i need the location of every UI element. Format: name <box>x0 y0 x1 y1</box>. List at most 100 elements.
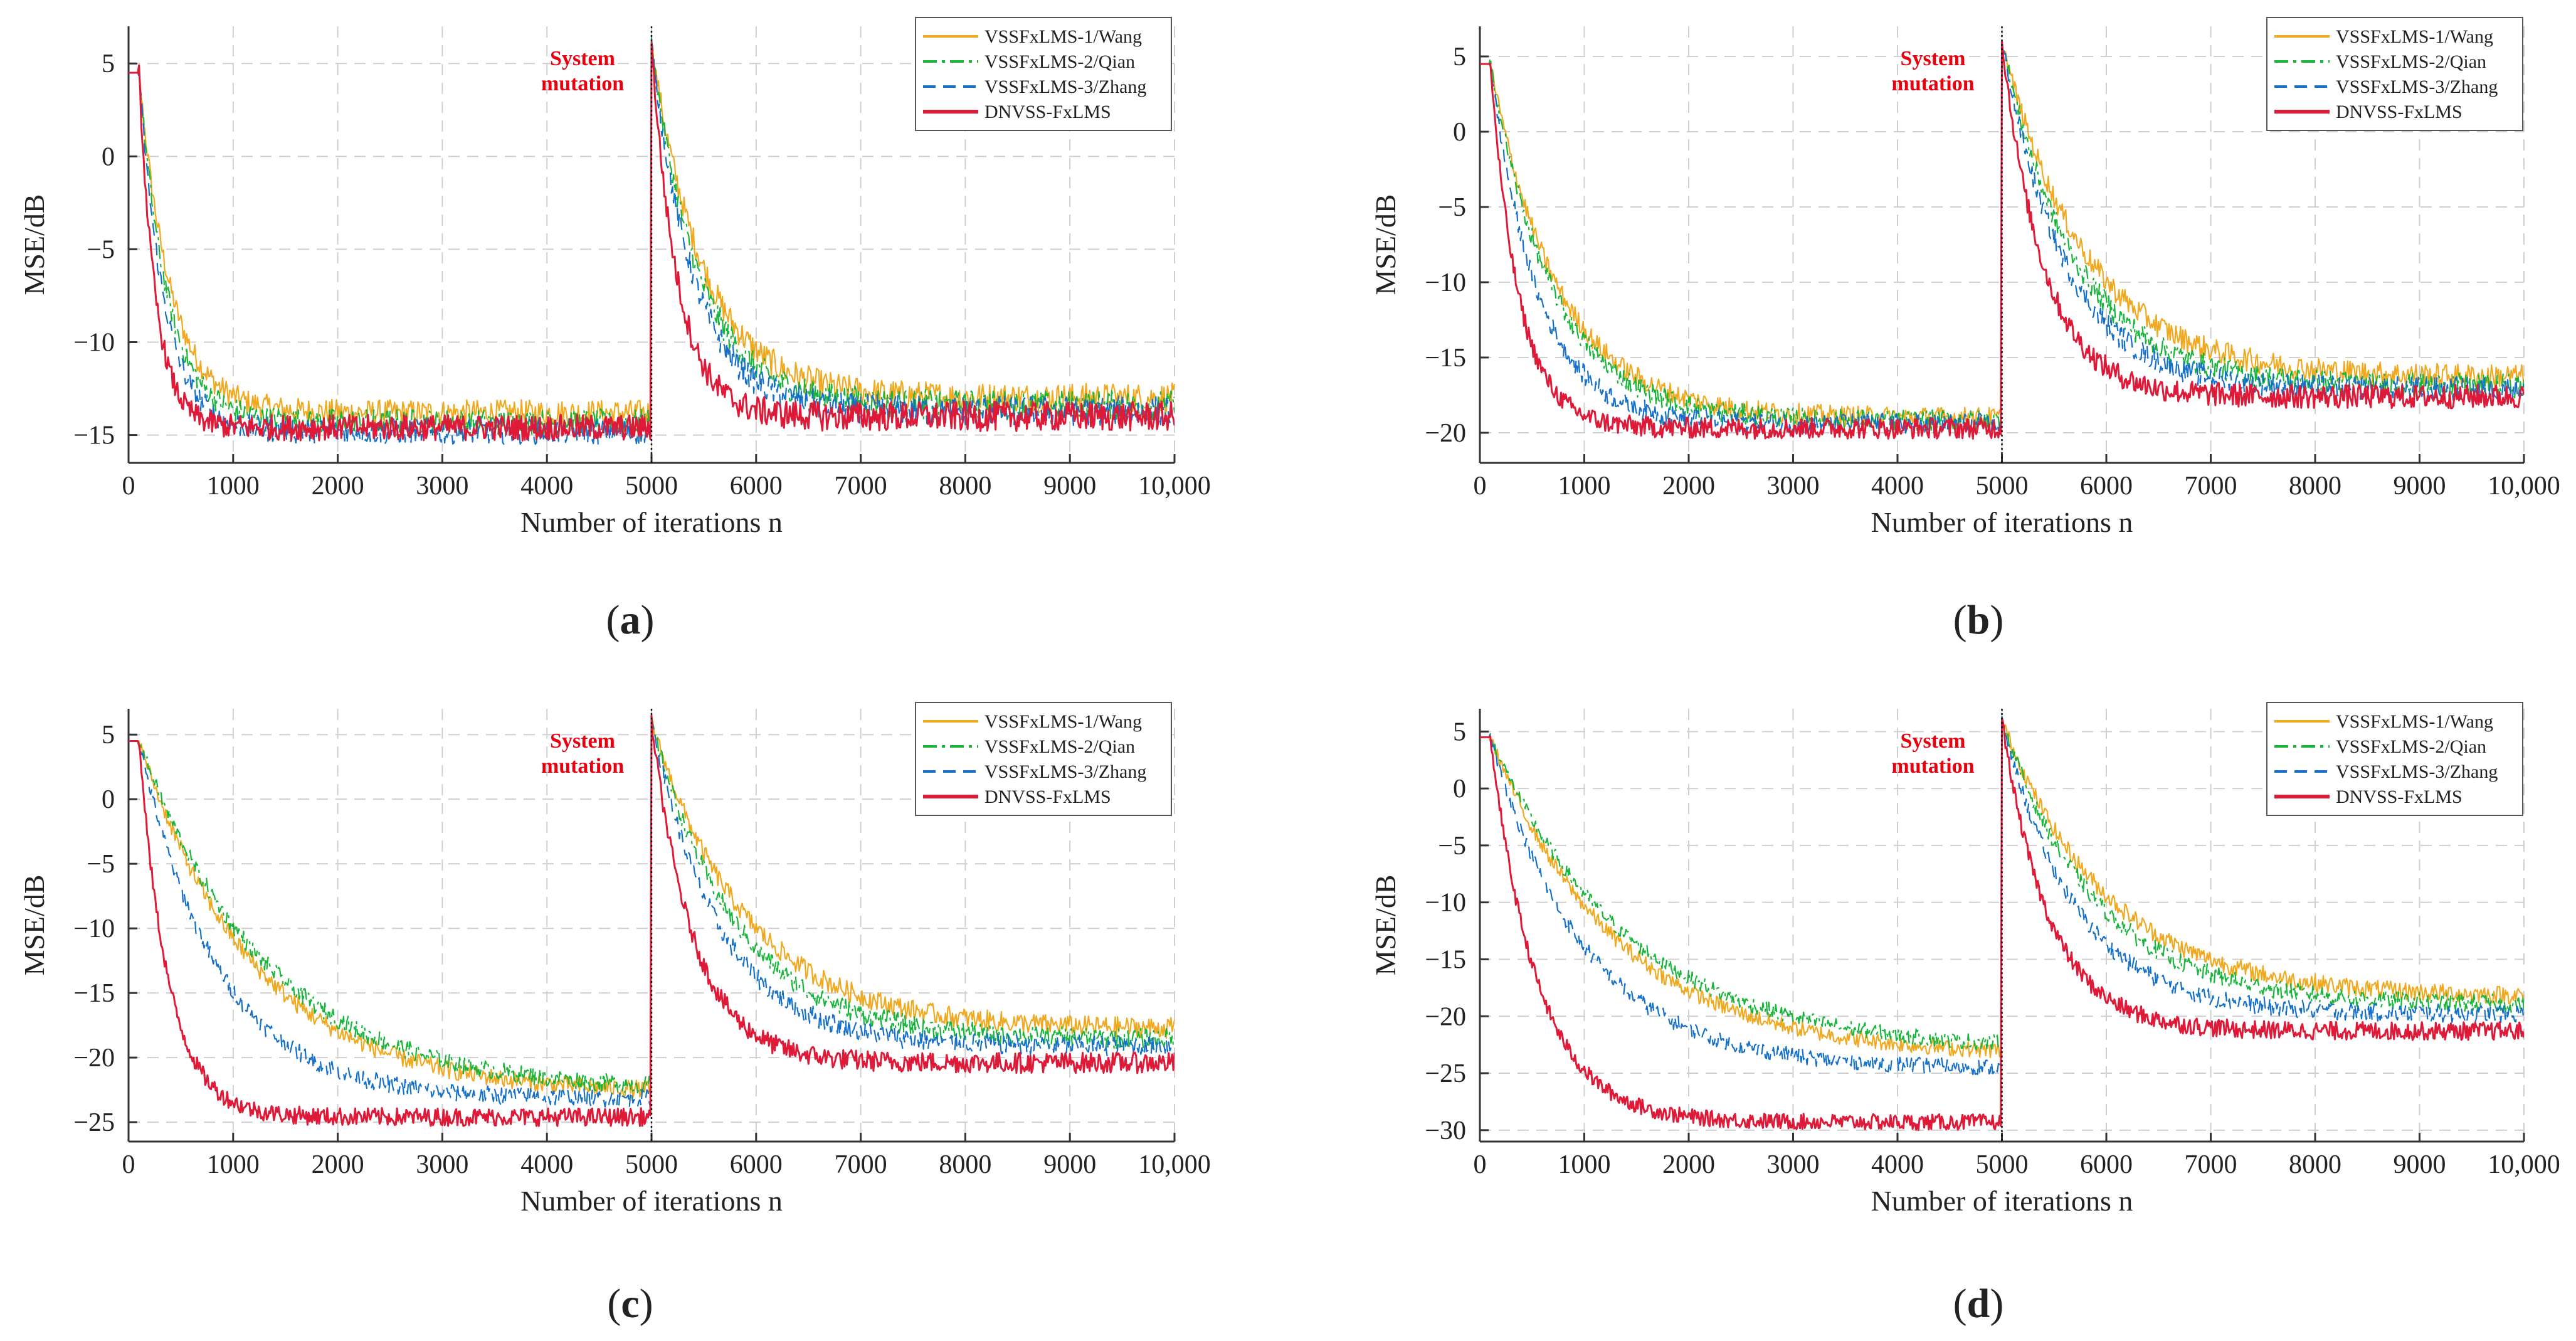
x-tick-label: 2000 <box>312 472 364 501</box>
x-tick-label: 6000 <box>2080 1150 2133 1179</box>
chart-panel-b: 0 1000 2000 3000 4000 5000 6000 7000 8000 9000 10,… <box>1370 17 2560 643</box>
x-tick-label: 7000 <box>835 1150 887 1179</box>
x-tick-label: 8000 <box>939 1150 991 1179</box>
legend: VSSFxLMS-1/Wang VSSFxLMS-2/Qian VSSFxLMS-3… <box>2266 17 2523 131</box>
legend: VSSFxLMS-1/Wang VSSFxLMS-2/Qian VSSFxLMS-3… <box>915 17 1172 131</box>
legend-entry: VSSFxLMS-3/Zhang <box>984 77 1146 97</box>
y-tick-label: 5 <box>102 721 115 750</box>
chart-panel-c: 0 1000 2000 3000 4000 5000 6000 7000 8000 9000 10,… <box>18 702 1211 1327</box>
legend-entry: DNVSS-FxLMS <box>984 102 1111 122</box>
y-tick-label: −30 <box>1425 1116 1466 1145</box>
x-tick-label: 4000 <box>520 1150 573 1179</box>
x-tick-label: 5000 <box>1976 472 2029 501</box>
legend-entry: VSSFxLMS-3/Zhang <box>2336 761 2498 782</box>
y-tick-label: −15 <box>73 979 115 1008</box>
y-tick-label: −15 <box>73 421 115 450</box>
annotation-line-2: mutation <box>1891 72 1974 95</box>
x-tick-label: 5000 <box>1976 1150 2029 1179</box>
x-tick-label: 4000 <box>1871 1150 1924 1179</box>
x-tick-label: 9000 <box>1043 472 1096 501</box>
y-axis-label: MSE/dB <box>18 194 50 295</box>
series-lines <box>129 714 1175 1127</box>
x-tick-label: 2000 <box>1662 472 1715 501</box>
annotation-line-1: System <box>1901 47 1966 70</box>
legend-entry: VSSFxLMS-2/Qian <box>984 736 1135 757</box>
x-tick-label: 4000 <box>1871 472 1924 501</box>
legend-entry: DNVSS-FxLMS <box>2336 787 2463 807</box>
x-tick-label: 2000 <box>1662 1150 1715 1179</box>
y-tick-label: −10 <box>1425 268 1466 297</box>
x-axis-label: Number of iterations n <box>520 506 783 538</box>
x-tick-label: 9000 <box>2394 472 2446 501</box>
y-tick-label: −15 <box>1425 344 1466 373</box>
y-tick-label: −25 <box>73 1108 115 1137</box>
x-tick-label: 3000 <box>1767 472 1820 501</box>
panel-letter: b <box>1967 597 1990 643</box>
x-tick-label: 1000 <box>1558 1150 1611 1179</box>
x-tick-label: 0 <box>1474 472 1487 501</box>
x-tick-label: 8000 <box>2289 472 2341 501</box>
legend-entry: DNVSS-FxLMS <box>984 787 1111 807</box>
annotation-line-1: System <box>550 729 615 753</box>
x-axis-label: Number of iterations n <box>1871 506 2133 538</box>
x-tick-label: 0 <box>122 472 135 501</box>
panel-label: (c) <box>607 1281 653 1327</box>
x-tick-label: 6000 <box>730 1150 783 1179</box>
y-tick-label: −20 <box>1425 1002 1466 1031</box>
x-tick-label: 6000 <box>2080 472 2133 501</box>
x-tick-label: 0 <box>122 1150 135 1179</box>
y-tick-label: 0 <box>102 142 115 171</box>
panel-label: (b) <box>1953 597 2004 643</box>
x-tick-label: 10,000 <box>1138 472 1211 501</box>
y-axis-label: MSE/dB <box>1370 194 1401 295</box>
y-tick-label: −5 <box>1438 193 1466 222</box>
x-tick-label: 9000 <box>1043 1150 1096 1179</box>
chart-panel-d: 0 1000 2000 3000 4000 5000 6000 7000 8000 9000 10,… <box>1370 702 2560 1327</box>
legend: VSSFxLMS-1/Wang VSSFxLMS-2/Qian VSSFxLMS-3… <box>915 702 1172 816</box>
x-tick-label: 8000 <box>939 472 991 501</box>
y-tick-label: −5 <box>87 850 115 879</box>
y-tick-label: −10 <box>73 328 115 357</box>
x-tick-label: 2000 <box>312 1150 364 1179</box>
annotation-line-2: mutation <box>541 755 624 778</box>
chart-panel-a: 0 1000 2000 3000 4000 5000 6000 7000 8000 9000 10,… <box>18 17 1211 643</box>
y-tick-label: 0 <box>102 785 115 814</box>
x-tick-label: 1000 <box>207 1150 260 1179</box>
legend-entry: VSSFxLMS-2/Qian <box>2336 736 2486 757</box>
legend-entry: VSSFxLMS-1/Wang <box>984 711 1142 732</box>
panel-letter: d <box>1967 1281 1990 1327</box>
x-tick-label: 10,000 <box>2488 1150 2560 1179</box>
series-line-3 <box>1480 716 2524 1076</box>
y-tick-label: −5 <box>1438 832 1466 861</box>
x-tick-label: 10,000 <box>2488 472 2560 501</box>
x-tick-label: 5000 <box>625 472 678 501</box>
legend: VSSFxLMS-1/Wang VSSFxLMS-2/Qian VSSFxLMS-3… <box>2266 702 2523 816</box>
x-tick-label: 7000 <box>835 472 887 501</box>
y-tick-label: 5 <box>1453 43 1466 72</box>
legend-entry: VSSFxLMS-1/Wang <box>984 26 1142 47</box>
series-line-4 <box>129 41 1175 442</box>
y-tick-label: −10 <box>73 914 115 943</box>
x-tick-label: 5000 <box>625 1150 678 1179</box>
y-tick-label: 5 <box>1453 718 1466 746</box>
legend-entry: VSSFxLMS-1/Wang <box>2336 711 2493 732</box>
x-tick-label: 10,000 <box>1138 1150 1211 1179</box>
annotation-line-1: System <box>1901 729 1966 753</box>
x-tick-label: 8000 <box>2289 1150 2341 1179</box>
annotation-line-2: mutation <box>541 72 624 95</box>
legend-entry: VSSFxLMS-1/Wang <box>2336 26 2493 47</box>
y-tick-label: −5 <box>87 235 115 264</box>
y-tick-label: −10 <box>1425 889 1466 918</box>
x-tick-label: 3000 <box>416 472 468 501</box>
x-tick-label: 7000 <box>2185 472 2237 501</box>
y-axis-label: MSE/dB <box>18 874 50 975</box>
y-tick-label: −15 <box>1425 945 1466 974</box>
x-tick-label: 1000 <box>1558 472 1611 501</box>
legend-entry: VSSFxLMS-2/Qian <box>2336 51 2486 72</box>
annotation-line-1: System <box>550 47 615 70</box>
y-tick-label: 0 <box>1453 775 1466 803</box>
legend-entry: DNVSS-FxLMS <box>2336 102 2463 122</box>
x-tick-label: 6000 <box>730 472 783 501</box>
y-axis-label: MSE/dB <box>1370 874 1401 975</box>
x-tick-label: 3000 <box>416 1150 468 1179</box>
